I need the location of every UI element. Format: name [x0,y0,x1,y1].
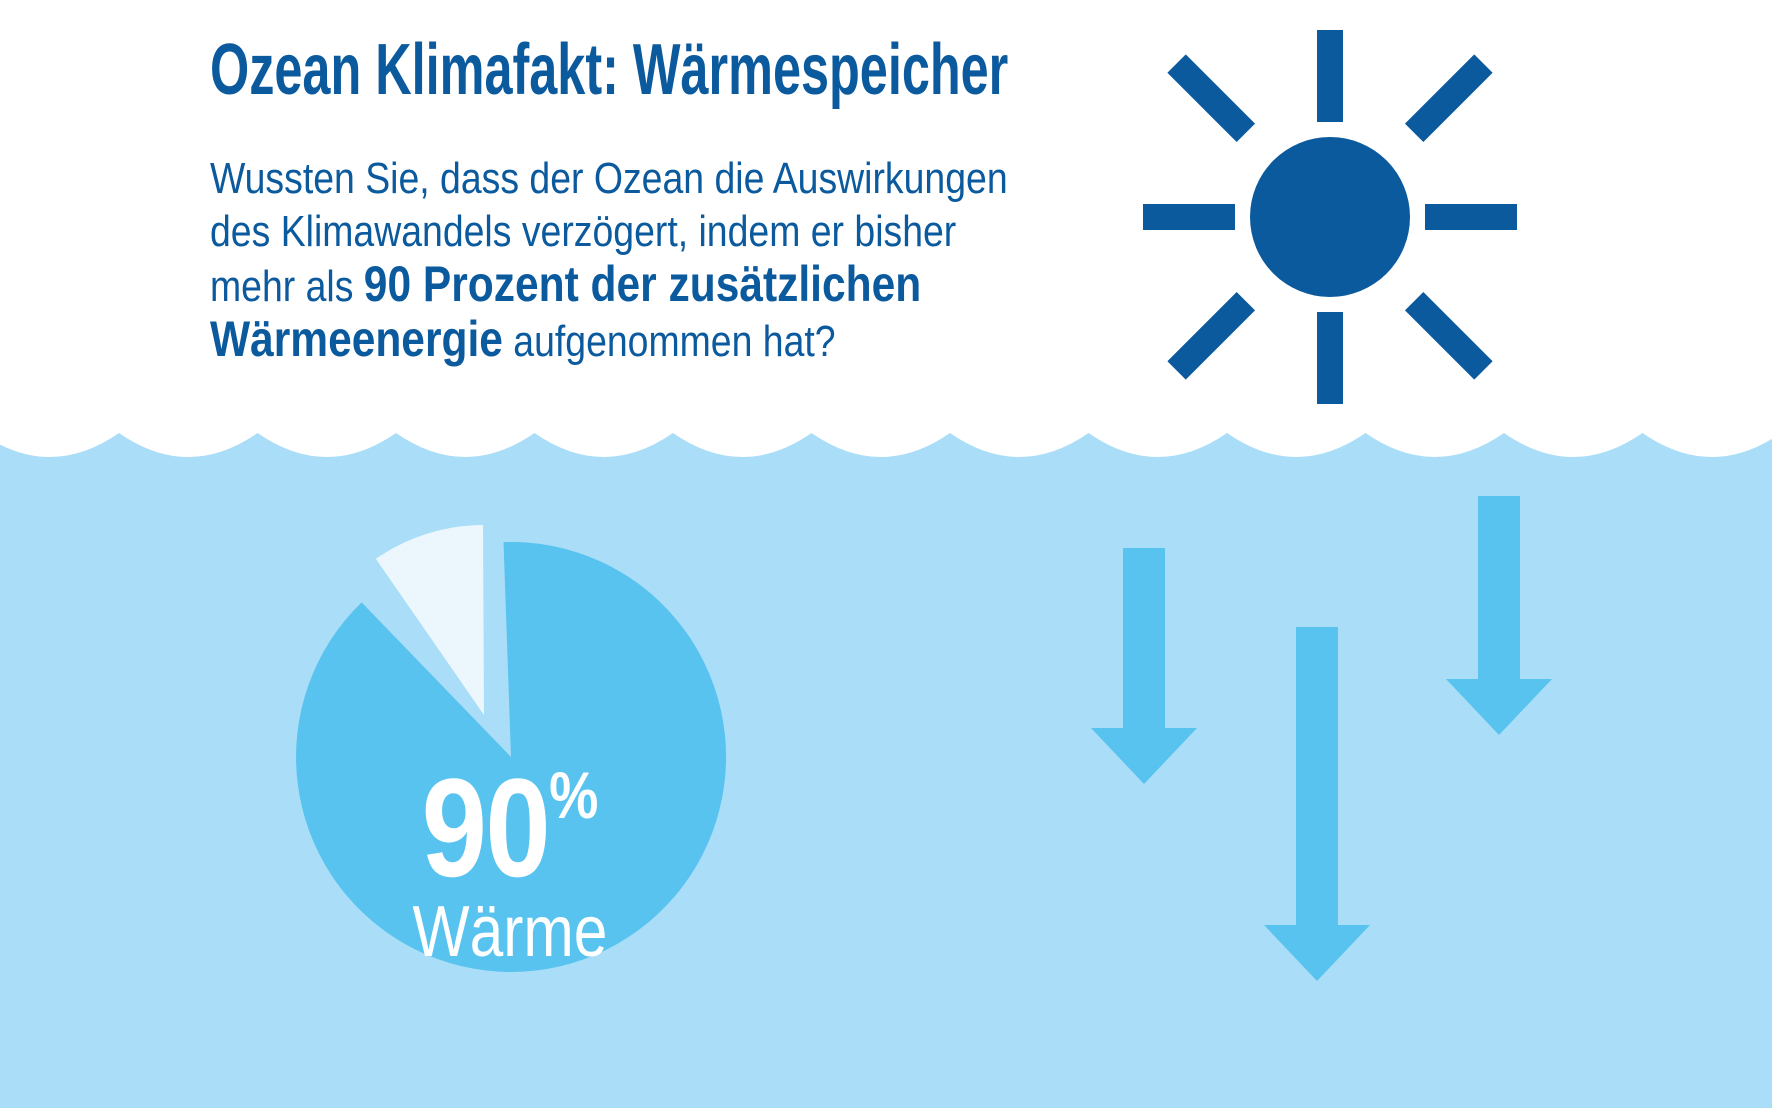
intro-line-4: Wärmeenergie aufgenommen hat? [210,313,1230,368]
intro-line-3-regular: mehr als [210,262,364,311]
pie-slice-10 [375,525,484,715]
intro-line-2-text: des Klimawandels verzögert, indem er bis… [210,207,957,256]
down-arrow-icon [1446,496,1552,735]
intro-line-1: Wussten Sie, dass der Ozean die Auswirku… [210,152,1230,205]
down-arrow-icon [1264,627,1370,981]
intro-text: Wussten Sie, dass der Ozean die Auswirku… [210,152,1230,368]
sun-icon [1143,30,1517,404]
pie-label: 90% Wärme [317,757,703,972]
intro-line-1-text: Wussten Sie, dass der Ozean die Auswirku… [210,154,1008,203]
pie-category-label: Wärme [412,892,608,972]
intro-line-3-bold: 90 Prozent der zusätzlichen [363,256,922,312]
sun-core [1250,137,1410,297]
intro-line-4-bold: Wärmeenergie [210,311,503,367]
sun-ray [1317,312,1343,404]
sun-ray [1425,204,1517,230]
intro-line-4-regular: aufgenommen hat? [502,317,836,366]
sun-ray [1404,291,1493,380]
sun-ray [1317,30,1343,122]
sun-ray [1404,54,1493,143]
pie-chart [296,525,727,972]
heat-arrows [1091,496,1552,981]
sun-ray [1167,54,1256,143]
sun-ray [1167,291,1256,380]
intro-line-2: des Klimawandels verzögert, indem er bis… [210,205,1230,258]
page-title: Ozean Klimafakt: Wärmespeicher [210,30,1009,110]
pie-percent-sign: % [549,758,599,832]
down-arrow-icon [1091,548,1197,784]
pie-value: 90 [421,749,551,906]
intro-line-3: mehr als 90 Prozent der zusätzlichen [210,258,1230,313]
sun-ray [1143,204,1235,230]
pie-slice-90 [296,541,727,972]
